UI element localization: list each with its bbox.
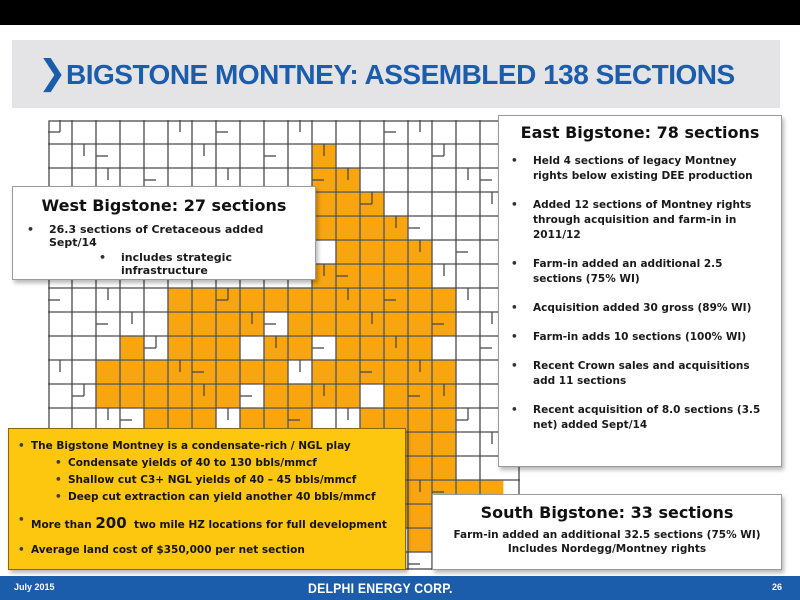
hz-suffix: two mile HZ locations for full developme…: [126, 519, 387, 531]
south-line: Farm-in added an additional 32.5 section…: [453, 529, 761, 541]
east-bigstone-box: East Bigstone: 78 sections Held 4 sectio…: [498, 115, 782, 467]
callout-sub-bullet: Condensate yields of 40 to 130 bbls/mmcf: [55, 457, 317, 469]
company-logo: DELPHI ENERGY CORP.: [308, 580, 453, 596]
east-bullet: Acquisition added 30 gross (89% WI): [511, 301, 769, 316]
hz-count: 200: [95, 514, 127, 532]
west-bullets: 26.3 sections of Cretaceous added Sept/1…: [13, 223, 315, 277]
title-band: ❯ BIGSTONE MONTNEY: ASSEMBLED 138 SECTIO…: [12, 40, 780, 108]
east-bullets: Held 4 sections of legacy Montney rights…: [499, 154, 781, 433]
west-bigstone-box: West Bigstone: 27 sections 26.3 sections…: [12, 186, 316, 280]
west-heading: West Bigstone: 27 sections: [41, 196, 287, 215]
west-sub-bullet: includes strategic infrastructure: [99, 251, 315, 277]
callout-bullet: More than 200 two mile HZ locations for …: [18, 514, 387, 532]
footer-bar: July 2015 DELPHI ENERGY CORP. 26: [0, 576, 800, 600]
east-bullet: Farm-in adds 10 sections (100% WI): [511, 330, 769, 345]
south-line: Includes Nordegg/Montney rights: [507, 543, 707, 555]
page-title: BIGSTONE MONTNEY: ASSEMBLED 138 SECTIONS: [66, 59, 735, 90]
east-bullet: Farm-in added an additional 2.5 sections…: [511, 257, 769, 287]
footer-date: July 2015: [14, 582, 55, 592]
south-heading: South Bigstone: 33 sections: [480, 503, 734, 522]
play-summary-callout: The Bigstone Montney is a condensate-ric…: [8, 428, 406, 570]
callout-bullet: The Bigstone Montney is a condensate-ric…: [18, 440, 351, 452]
chevron-right-icon: ❯: [38, 53, 67, 93]
east-bullet: Added 12 sections of Montney rights thro…: [511, 198, 769, 243]
east-bullet: Recent Crown sales and acquisitions add …: [511, 359, 769, 389]
south-bigstone-box: South Bigstone: 33 sections Farm-in adde…: [432, 494, 782, 570]
east-bullet: Recent acquisition of 8.0 sections (3.5 …: [511, 403, 769, 433]
west-bullet: 26.3 sections of Cretaceous added Sept/1…: [27, 223, 315, 249]
callout-sub-bullet: Shallow cut C3+ NGL yields of 40 – 45 bb…: [55, 474, 356, 486]
hz-prefix: More than: [31, 519, 96, 531]
east-heading: East Bigstone: 78 sections: [520, 123, 760, 142]
top-black-bar: [0, 0, 800, 25]
callout-sub-bullet: Deep cut extraction can yield another 40…: [55, 491, 376, 503]
callout-bullet: Average land cost of $350,000 per net se…: [18, 544, 305, 556]
east-bullet: Held 4 sections of legacy Montney rights…: [511, 154, 769, 184]
page-number: 26: [771, 582, 782, 592]
